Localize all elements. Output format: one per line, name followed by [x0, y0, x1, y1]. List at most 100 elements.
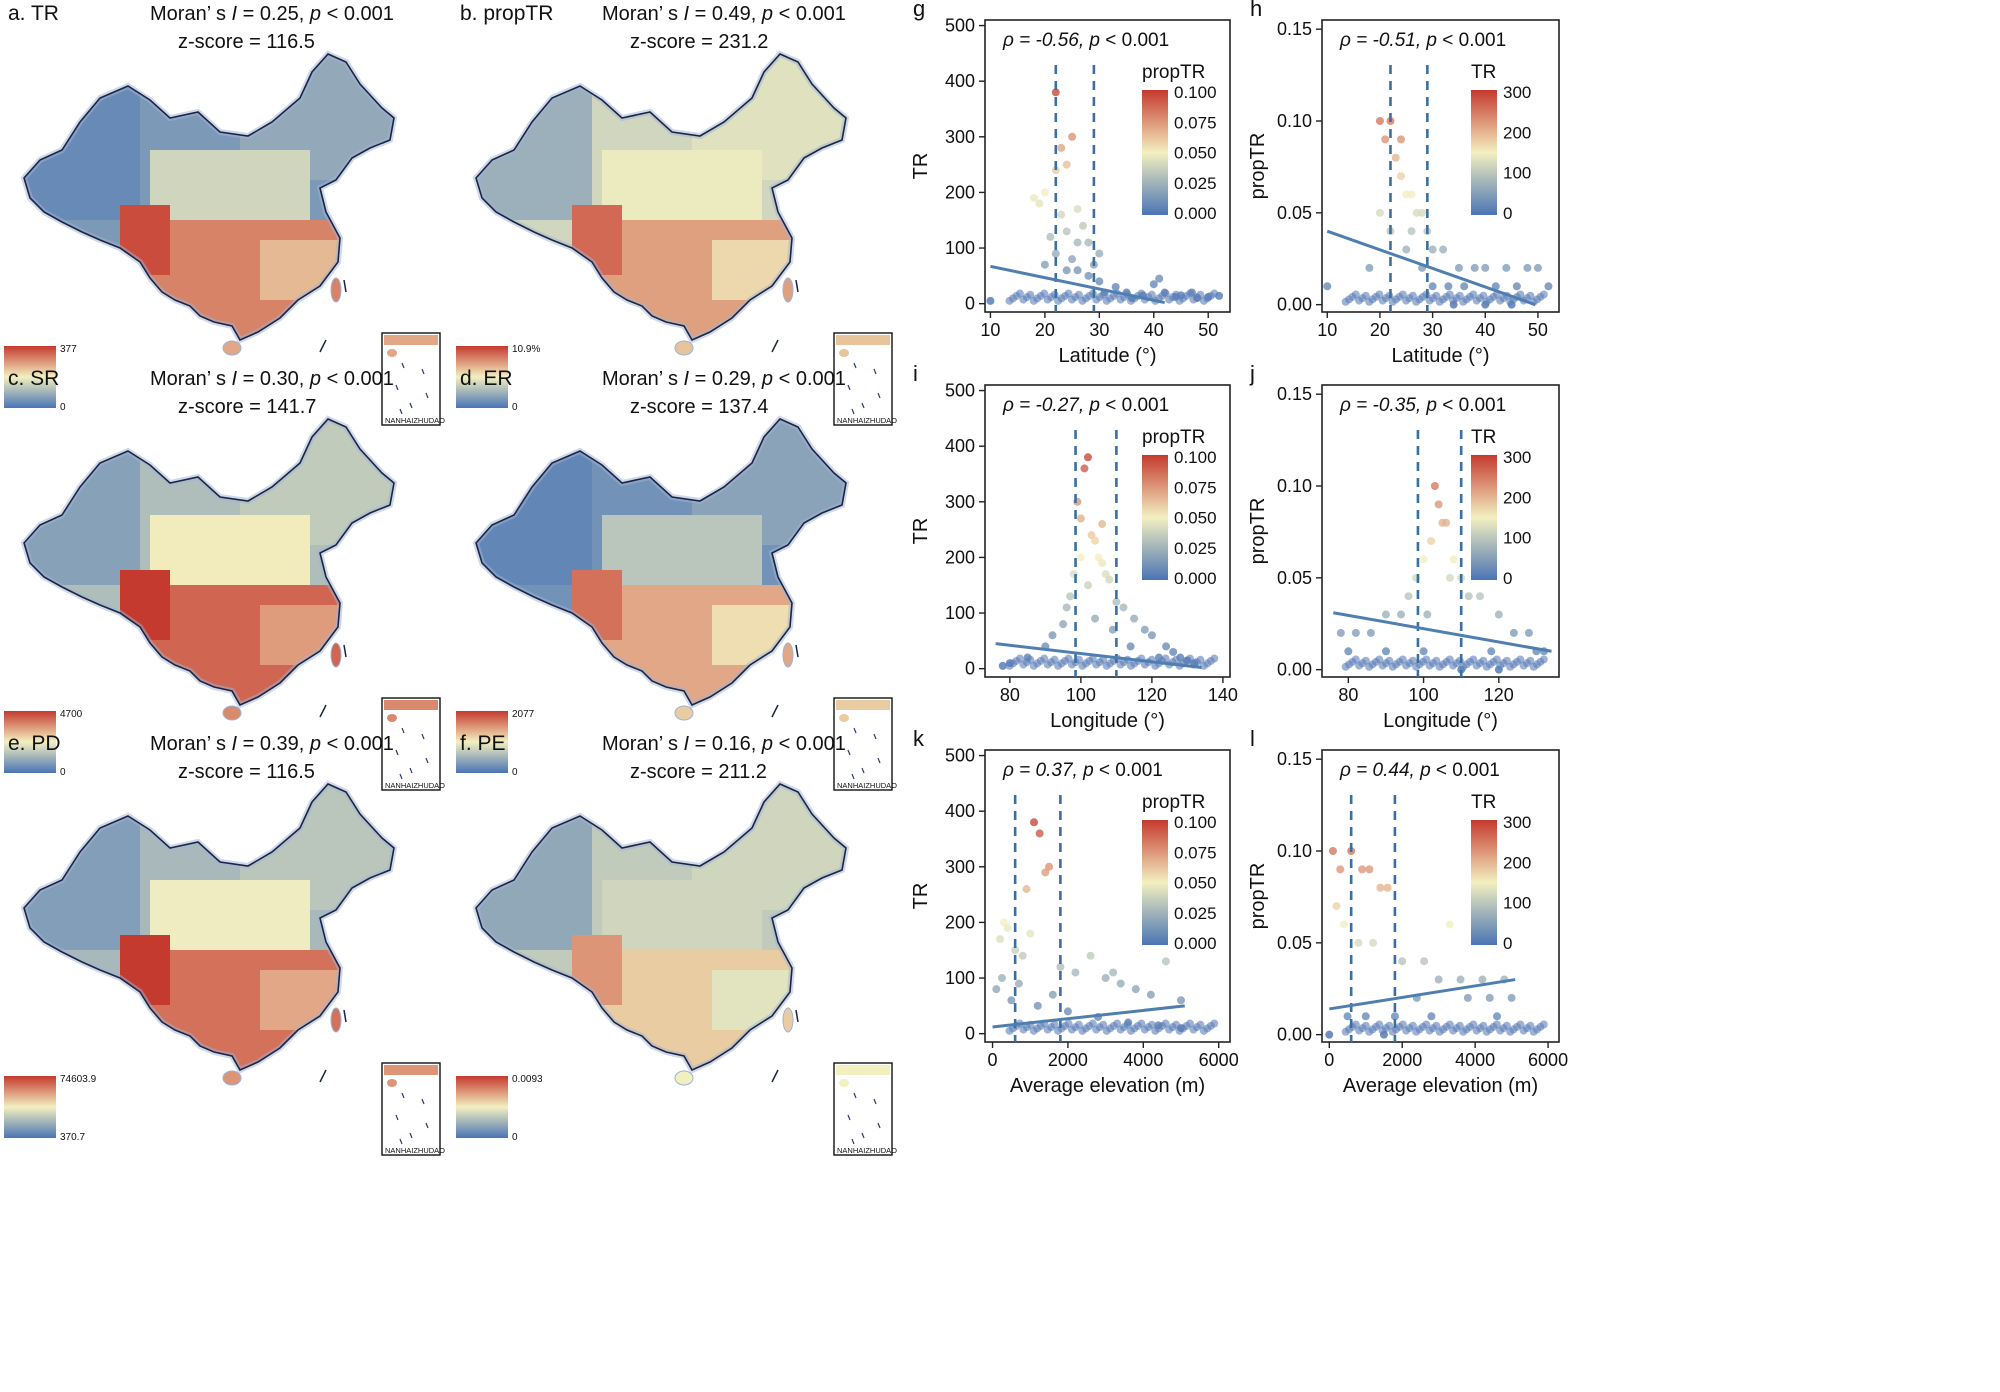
- rho-p-value: < 0.001: [1094, 760, 1163, 781]
- data-point: [1539, 1020, 1548, 1029]
- panel-label: a. TR: [8, 2, 59, 25]
- data-point: [1161, 654, 1170, 663]
- rho-p-value: < 0.001: [1100, 30, 1169, 51]
- data-point: [1455, 1021, 1464, 1030]
- data-point: [1048, 631, 1057, 640]
- map-region-central: [602, 150, 762, 230]
- colorbar-title: propTR: [1142, 62, 1205, 83]
- data-point: [1040, 260, 1049, 269]
- inset-frame: [381, 697, 441, 791]
- y-tick-label: 500: [945, 16, 975, 36]
- rho-p-value: < 0.001: [1100, 395, 1169, 416]
- map-border: [475, 53, 847, 342]
- data-point: [1369, 938, 1378, 947]
- data-point: [1161, 289, 1170, 298]
- data-point: [1026, 929, 1035, 938]
- panel-code: TR: [31, 2, 59, 25]
- data-point: [1539, 655, 1548, 664]
- data-point: [1512, 282, 1521, 291]
- z-score-text: z-score = 141.7: [178, 396, 316, 418]
- colorbar: [1142, 90, 1168, 215]
- data-point: [1108, 625, 1117, 634]
- data-point: [1432, 1021, 1441, 1030]
- data-point: [1095, 277, 1104, 286]
- data-point: [1354, 938, 1363, 947]
- data-point: [1493, 1012, 1502, 1021]
- inset-boundary-dash: [873, 1098, 877, 1105]
- y-tick-label: 0.05: [1277, 568, 1312, 588]
- map-region-west: [476, 54, 592, 220]
- data-point: [1064, 654, 1073, 663]
- data-point: [1130, 614, 1139, 623]
- data-point: [1544, 282, 1553, 291]
- colorbar-tick-label: 0.000: [1174, 569, 1217, 588]
- data-point: [1351, 1020, 1360, 1029]
- data-point: [1051, 166, 1060, 175]
- data-point: [1523, 263, 1532, 272]
- hainan-island: [222, 340, 242, 356]
- data-point: [1479, 291, 1488, 300]
- map-region-southeast: [712, 605, 792, 665]
- boundary-dash: [795, 279, 799, 293]
- data-point: [1131, 985, 1140, 994]
- data-point: [1210, 1019, 1219, 1028]
- data-point: [1460, 282, 1469, 291]
- map-region-southeast: [260, 240, 340, 300]
- data-point: [1161, 957, 1170, 966]
- colorbar-tick-label: 200: [1503, 123, 1531, 142]
- colorbar-tick-label: 300: [1503, 83, 1531, 102]
- boundary-dash: [319, 704, 327, 718]
- data-point: [996, 935, 1005, 944]
- data-point: [1463, 993, 1472, 1002]
- panel-letter: i: [913, 361, 918, 386]
- z-score-text: z-score = 137.4: [630, 396, 768, 418]
- x-axis-label: Longitude (°): [1383, 710, 1498, 732]
- inset-label: NANHAIZHUDAO: [385, 781, 445, 790]
- x-tick-label: 2000: [1382, 1050, 1422, 1070]
- map-color-legend: [4, 346, 56, 408]
- scatter-panel-h: h 10 20 30 40 50 0.00 0.05 0.10 0.15 Latitude (°) p…: [1247, 0, 1560, 367]
- data-point: [1083, 581, 1092, 590]
- inset-frame: [381, 1062, 441, 1156]
- taiwan-island: [330, 642, 342, 668]
- data-point: [1524, 628, 1533, 637]
- rho-annotation: ρ = -0.51, p < 0.001: [1339, 30, 1506, 51]
- inset-boundary-dash: [861, 1132, 865, 1139]
- map-border: [23, 418, 395, 707]
- plot-frame: [984, 19, 1231, 313]
- data-point: [1098, 520, 1107, 529]
- data-point: [1479, 656, 1488, 665]
- x-tick-label: 30: [1089, 320, 1109, 340]
- moran-stat: Moran’ s I = 0.29, p < 0.001: [602, 368, 846, 390]
- z-score-text: z-score = 116.5: [178, 31, 315, 53]
- data-point: [1419, 647, 1428, 656]
- boundary-dash: [319, 1069, 327, 1083]
- panel-code: propTR: [483, 2, 553, 25]
- stat-p-value: < 0.001: [773, 733, 846, 755]
- colorbar-tick-label: 100: [1503, 164, 1531, 183]
- data-point: [1445, 290, 1454, 299]
- data-point: [1407, 190, 1416, 199]
- colorbar-tick-label: 0.075: [1174, 478, 1217, 497]
- y-tick-label: 400: [945, 436, 975, 456]
- x-tick-label: 0: [988, 1050, 998, 1070]
- map-color-legend: [4, 1076, 56, 1138]
- colorbar-tick-label: 300: [1503, 813, 1531, 832]
- boundary-dash: [343, 279, 347, 293]
- data-point: [1509, 628, 1518, 637]
- inset-boundary-dash: [851, 1138, 855, 1145]
- x-tick-label: 4000: [1123, 1050, 1163, 1070]
- data-point: [1046, 232, 1055, 241]
- inset-label: NANHAIZHUDAO: [837, 781, 897, 790]
- data-point: [1361, 291, 1370, 300]
- map-region-central: [150, 150, 310, 230]
- x-axis-label: Latitude (°): [1058, 345, 1156, 367]
- data-point: [1398, 655, 1407, 664]
- data-point: [1015, 289, 1024, 298]
- inset-island: [839, 1079, 849, 1087]
- stat-i: I: [684, 733, 690, 755]
- data-point: [1079, 221, 1087, 230]
- data-point: [1442, 518, 1451, 527]
- inset-boundary-dash: [873, 733, 877, 740]
- data-point: [1491, 282, 1500, 291]
